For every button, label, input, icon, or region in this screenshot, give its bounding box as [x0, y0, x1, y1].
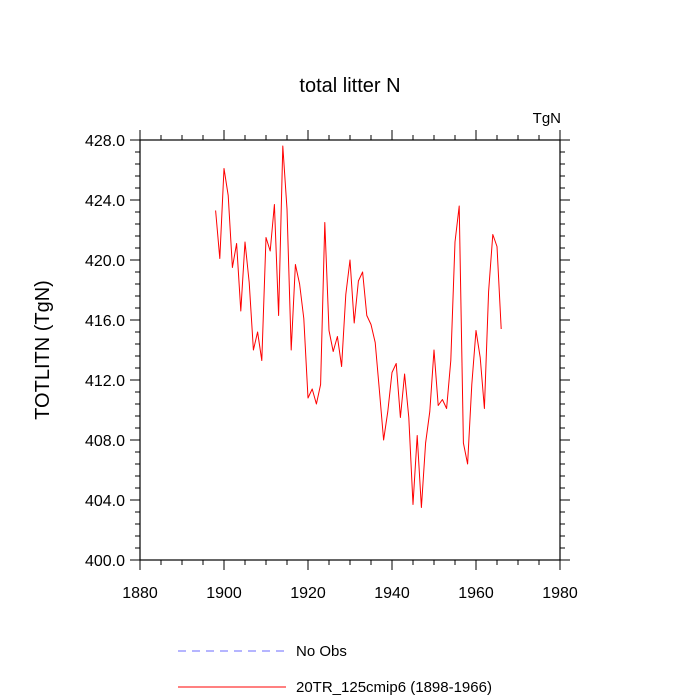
- y-tick-label: 400.0: [85, 553, 125, 570]
- y-tick-labels: 400.0 404.0 408.0 412.0 416.0 420.0 424.0 428.0: [85, 133, 125, 570]
- legend-label: 20TR_125cmip6 (1898-1966): [296, 679, 492, 696]
- plot-frame: [139, 139, 561, 561]
- y-tick-label: 416.0: [85, 313, 125, 330]
- units-label: TgN: [533, 110, 561, 127]
- x-tick-labels: 1880 1900 1920 1940 1960 1980: [122, 585, 578, 602]
- y-tick-label: 412.0: [85, 373, 125, 390]
- y-tick-label: 424.0: [85, 193, 125, 210]
- x-tick-label: 1980: [542, 585, 578, 602]
- series-group: [215, 145, 502, 508]
- x-tick-label: 1880: [122, 585, 158, 602]
- x-tick-label: 1920: [290, 585, 326, 602]
- x-tick-label: 1900: [206, 585, 242, 602]
- x-tick-label: 1960: [458, 585, 494, 602]
- y-axis-label: TOTLITN (TgN): [32, 280, 54, 420]
- y-tick-label: 408.0: [85, 433, 125, 450]
- axis-ticks: [130, 130, 570, 570]
- chart-title: total litter N: [299, 75, 400, 97]
- legend: No Obs 20TR_125cmip6 (1898-1966): [178, 643, 492, 696]
- x-tick-label: 1940: [374, 585, 410, 602]
- y-tick-label: 404.0: [85, 493, 125, 510]
- series-line: [215, 145, 502, 508]
- y-tick-label: 428.0: [85, 133, 125, 150]
- legend-label: No Obs: [296, 643, 347, 660]
- y-tick-label: 420.0: [85, 253, 125, 270]
